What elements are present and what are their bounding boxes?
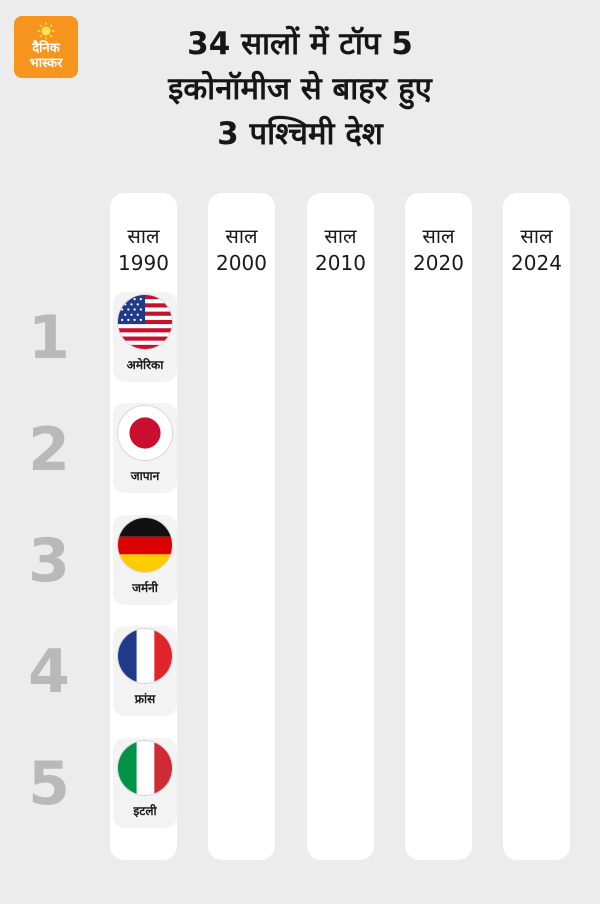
country-card-france: फ्रांस	[113, 626, 177, 716]
country-card-japan: जापान	[113, 403, 177, 493]
rank-number: 1	[28, 303, 70, 373]
year-label: साल	[520, 224, 553, 248]
year-value: 2024	[511, 251, 562, 275]
year-value: 1990	[118, 251, 169, 275]
column-2020: साल 2020	[405, 193, 472, 860]
year-label: साल	[225, 224, 258, 248]
dainik-bhaskar-logo: दैनिक भास्कर	[14, 16, 78, 78]
year-label: साल	[422, 224, 455, 248]
logo-text-line1: दैनिक	[32, 41, 60, 56]
country-card-germany: जर्मनी	[113, 515, 177, 605]
rank-number: 5	[28, 749, 70, 819]
column-header: साल 2024	[491, 223, 582, 277]
column-header: साल 2020	[393, 223, 484, 277]
usa-flag-icon	[118, 295, 172, 349]
year-value: 2000	[216, 251, 267, 275]
title-line-2: इकोनॉमीज से बाहर हुए	[168, 71, 432, 107]
column-2000: साल 2000	[208, 193, 275, 860]
country-card-italy: इटली	[113, 738, 177, 828]
france-flag-icon	[118, 629, 172, 683]
column-2010: साल 2010	[307, 193, 374, 860]
rank-number: 3	[28, 526, 70, 596]
rank-number: 4	[28, 637, 70, 707]
year-label: साल	[324, 224, 357, 248]
sun-icon	[37, 22, 55, 40]
year-label: साल	[127, 224, 160, 248]
year-value: 2020	[413, 251, 464, 275]
japan-flag-icon	[118, 406, 172, 460]
page-title: 34 सालों में टॉप 5 इकोनॉमीज से बाहर हुए …	[90, 22, 510, 157]
year-value: 2010	[315, 251, 366, 275]
country-name: अमेरिका	[126, 358, 164, 372]
country-name: जर्मनी	[132, 581, 158, 595]
country-name: फ्रांस	[134, 692, 156, 706]
column-header: साल 2010	[295, 223, 386, 277]
rank-number: 2	[28, 415, 70, 485]
column-header: साल 1990	[98, 223, 189, 277]
country-name: जापान	[130, 469, 160, 483]
italy-flag-icon	[118, 741, 172, 795]
country-name: इटली	[133, 804, 157, 818]
title-line-1: 34 सालों में टॉप 5	[187, 26, 413, 62]
logo-text-line2: भास्कर	[29, 56, 63, 71]
column-2024: साल 2024	[503, 193, 570, 860]
title-line-3: 3 पश्चिमी देश	[217, 116, 383, 152]
column-header: साल 2000	[196, 223, 287, 277]
country-card-usa: अमेरिका	[113, 292, 177, 382]
germany-flag-icon	[118, 518, 172, 572]
